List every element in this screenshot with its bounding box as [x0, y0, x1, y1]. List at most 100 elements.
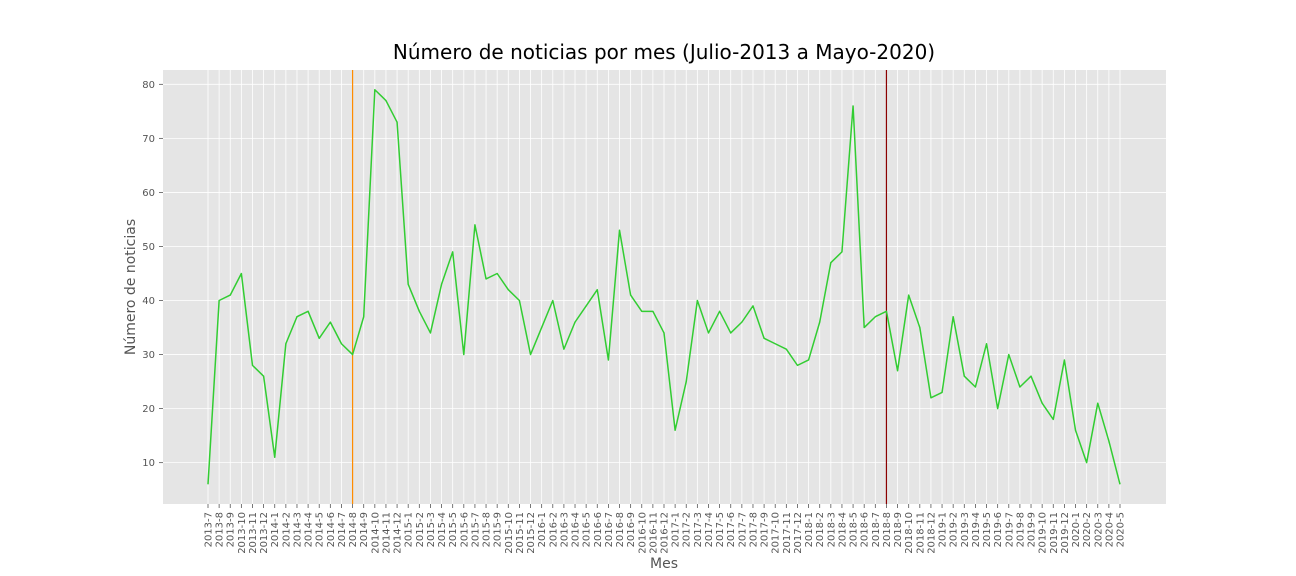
x-tick-label: 2015-2: [415, 512, 426, 547]
x-tick-label: 2020-2: [1082, 512, 1093, 547]
x-tick-label: 2017-10: [771, 512, 782, 554]
plot-area: [163, 70, 1166, 504]
x-tick-label: 2019-3: [960, 512, 971, 547]
x-tick-label: 2016-12: [660, 512, 671, 554]
x-tick-label: 2016-2: [548, 512, 559, 547]
x-tick-label: 2017-2: [682, 512, 693, 547]
x-tick-label: 2018-11: [915, 512, 926, 554]
x-tick-label: 2015-7: [470, 512, 481, 547]
x-tick-label: 2013-7: [204, 512, 215, 547]
x-tick-label: 2019-12: [1060, 512, 1071, 554]
series-layer: [207, 88, 1121, 485]
y-tick-label: 10: [142, 458, 155, 469]
y-tick-label: 80: [142, 80, 155, 91]
x-tick-label: 2016-9: [626, 512, 637, 547]
x-tick-label: 2013-10: [237, 512, 248, 554]
x-tick-label: 2015-9: [493, 512, 504, 547]
y-tick-label: 60: [142, 188, 155, 199]
x-tick-label: 2018-3: [826, 512, 837, 547]
x-tick-label: 2019-8: [1015, 512, 1026, 547]
x-tick-label: 2014-7: [337, 512, 348, 547]
y-tick-label: 30: [142, 350, 155, 361]
x-tick-label: 2020-1: [1071, 512, 1082, 547]
x-tick-label: 2017-1: [671, 512, 682, 547]
x-tick-label: 2015-5: [448, 512, 459, 547]
x-tick-label: 2013-8: [215, 512, 226, 547]
x-tick-label: 2017-5: [715, 512, 726, 547]
x-tick-label: 2014-11: [381, 512, 392, 554]
x-tick-label: 2015-10: [504, 512, 515, 554]
x-tick-label: 2015-12: [526, 512, 537, 554]
x-tick-label: 2016-8: [615, 512, 626, 547]
x-tick-label: 2019-11: [1049, 512, 1060, 554]
x-tick-label: 2020-4: [1104, 512, 1115, 547]
x-tick-label: 2019-4: [971, 512, 982, 547]
x-tick-label: 2019-6: [993, 512, 1004, 547]
x-tick-label: 2014-1: [270, 512, 281, 547]
x-tick-label: 2018-12: [926, 512, 937, 554]
x-tick-label: 2015-6: [459, 512, 470, 547]
x-tick-label: 2017-9: [760, 512, 771, 547]
x-tick-label: 2014-3: [292, 512, 303, 547]
x-tick-label: 2017-4: [704, 512, 715, 547]
x-tick-label: 2017-8: [748, 512, 759, 547]
grid: [163, 70, 1166, 504]
y-tick-label: 50: [142, 242, 155, 253]
x-tick-label: 2016-3: [559, 512, 570, 547]
x-tick-label: 2014-10: [370, 512, 381, 554]
x-tick-label: 2015-4: [437, 512, 448, 547]
x-tick-label: 2015-3: [426, 512, 437, 547]
x-tick-label: 2018-10: [904, 512, 915, 554]
x-tick-label: 2014-6: [326, 512, 337, 547]
x-tick-label: 2017-3: [693, 512, 704, 547]
y-axis: 10 20 30 40 50 60 70 80: [142, 80, 163, 469]
x-tick-label: 2016-7: [604, 512, 615, 547]
x-tick-label: 2019-1: [938, 512, 949, 547]
x-tick-label: 2014-12: [393, 512, 404, 554]
x-tick-label: 2013-9: [226, 512, 237, 547]
y-tick-label: 40: [142, 296, 155, 307]
x-tick-label: 2015-11: [515, 512, 526, 554]
x-tick-label: 2014-9: [359, 512, 370, 547]
x-tick-label: 2017-11: [782, 512, 793, 554]
x-tick-label: 2016-1: [537, 512, 548, 547]
x-tick-label: 2014-2: [281, 512, 292, 547]
reference-lines: [351, 70, 888, 504]
x-tick-label: 2019-7: [1004, 512, 1015, 547]
x-tick-label: 2020-3: [1093, 512, 1104, 547]
x-tick-label: 2013-12: [259, 512, 270, 554]
x-tick-label: 2014-8: [348, 512, 359, 547]
x-tick-label: 2018-2: [815, 512, 826, 547]
x-tick-label: 2018-1: [804, 512, 815, 547]
x-tick-label: 2019-9: [1027, 512, 1038, 547]
y-tick-label: 20: [142, 404, 155, 415]
x-axis: 2013-7 2013-8 2013-9 2013-10 2013-11 2013-12 2…: [204, 504, 1127, 554]
x-tick-label: 2018-8: [882, 512, 893, 547]
x-tick-label: 2018-6: [860, 512, 871, 547]
x-axis-label: Mes: [650, 556, 678, 572]
x-tick-label: 2013-11: [248, 512, 259, 554]
x-tick-label: 2019-10: [1038, 512, 1049, 554]
x-tick-label: 2014-4: [304, 512, 315, 547]
x-tick-label: 2016-10: [637, 512, 648, 554]
x-tick-label: 2018-9: [893, 512, 904, 547]
chart-title: Número de noticias por mes (Julio-2013 a…: [393, 40, 935, 64]
x-tick-label: 2016-5: [582, 512, 593, 547]
x-tick-label: 2019-2: [949, 512, 960, 547]
x-tick-label: 2016-4: [571, 512, 582, 547]
x-tick-label: 2018-4: [837, 512, 848, 547]
x-tick-label: 2018-5: [849, 512, 860, 547]
x-tick-label: 2019-5: [982, 512, 993, 547]
x-tick-label: 2016-11: [648, 512, 659, 554]
x-tick-label: 2017-7: [737, 512, 748, 547]
x-tick-label: 2020-5: [1116, 512, 1127, 547]
x-tick-label: 2014-5: [315, 512, 326, 547]
y-tick-label: 70: [142, 134, 155, 145]
x-tick-label: 2017-12: [793, 512, 804, 554]
x-tick-label: 2015-1: [404, 512, 415, 547]
x-tick-label: 2016-6: [593, 512, 604, 547]
y-axis-label: Número de noticias: [123, 219, 139, 355]
x-tick-label: 2017-6: [726, 512, 737, 547]
x-tick-label: 2018-7: [871, 512, 882, 547]
